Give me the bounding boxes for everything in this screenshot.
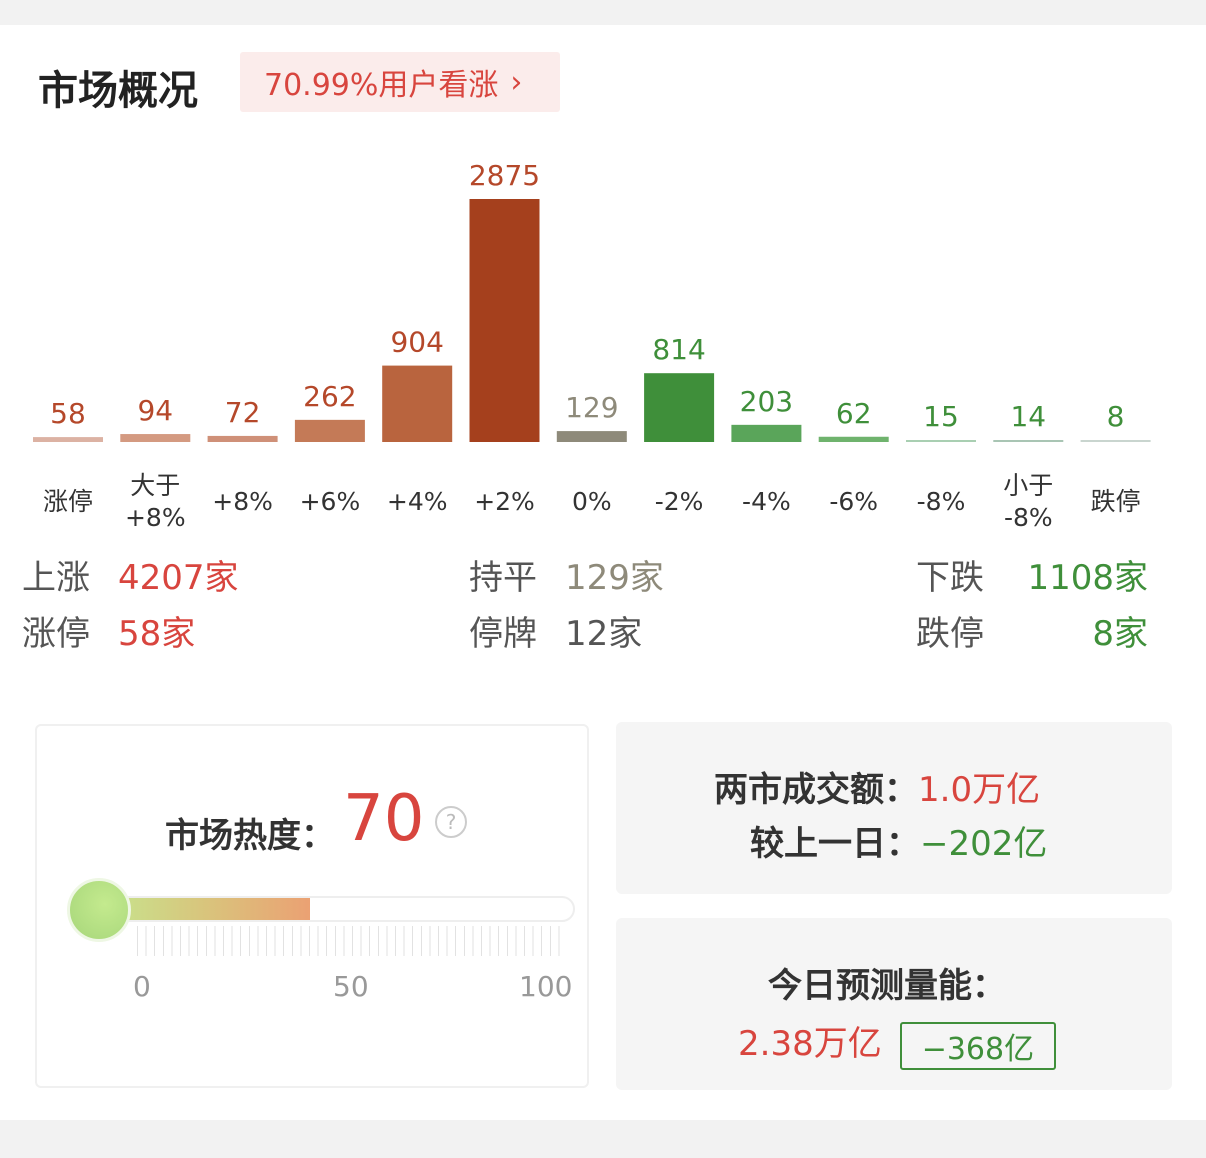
category-label: -8% bbox=[917, 487, 966, 516]
category-label: +2% bbox=[474, 487, 535, 516]
bar-3 bbox=[294, 419, 365, 442]
bar-value-label: 72 bbox=[225, 396, 261, 429]
bar-value-label: 814 bbox=[652, 333, 705, 366]
category-label: 涨停 bbox=[43, 487, 93, 516]
suspended-label: 停牌 bbox=[469, 614, 537, 654]
heat-label: 市场热度： bbox=[165, 816, 335, 856]
category-label: +4% bbox=[387, 487, 448, 516]
forecast-change-badge: −368亿 bbox=[899, 1021, 1057, 1070]
heat-gauge-track bbox=[101, 896, 575, 922]
bar-value-label: 14 bbox=[1010, 400, 1046, 433]
category-label: +8% bbox=[125, 503, 186, 532]
turnover-card: 两市成交额：1.0万亿 较上一日：−202亿 bbox=[616, 722, 1172, 894]
page-title: 市场概况 bbox=[38, 68, 198, 114]
bar-value-label: 904 bbox=[390, 326, 443, 359]
market-heat-card: 市场热度： 70 ? 0 50 100 bbox=[35, 724, 589, 1088]
bar-value-label: 129 bbox=[565, 391, 618, 424]
up-label: 上涨 bbox=[22, 558, 90, 598]
turnover-value: 1.0万亿 bbox=[918, 770, 1041, 810]
flat-stat: 持平 129家 bbox=[469, 550, 664, 599]
down-label: 下跌 bbox=[916, 558, 984, 598]
bar-2 bbox=[207, 435, 278, 442]
compare-value: −202亿 bbox=[920, 824, 1048, 864]
up-stat: 上涨 4207家 bbox=[22, 550, 239, 599]
forecast-card: 今日预测量能： 2.38万亿 −368亿 bbox=[616, 918, 1172, 1090]
bar-4 bbox=[382, 365, 453, 442]
category-label: -6% bbox=[829, 487, 878, 516]
suspended-value: 12家 bbox=[565, 614, 643, 654]
bar-7 bbox=[644, 373, 715, 442]
bar-0 bbox=[33, 437, 103, 442]
sentiment-badge[interactable]: 70.99%用户看涨 › bbox=[240, 52, 560, 112]
category-label: -4% bbox=[742, 487, 791, 516]
bottom-divider bbox=[0, 1120, 1206, 1158]
scale-min: 0 bbox=[133, 970, 151, 1003]
bar-value-label: 203 bbox=[740, 385, 793, 418]
bar-9 bbox=[818, 436, 889, 442]
forecast-row: 2.38万亿 −368亿 bbox=[738, 1016, 1057, 1070]
bar-value-label: 94 bbox=[137, 394, 173, 427]
limit-up-stat: 涨停 58家 bbox=[22, 606, 195, 655]
heat-value: 70 bbox=[343, 782, 425, 856]
sentiment-text: 70.99%用户看涨 bbox=[264, 68, 499, 103]
bar-5 bbox=[469, 199, 540, 442]
help-icon[interactable]: ? bbox=[435, 806, 467, 838]
category-label: -8% bbox=[1004, 503, 1053, 532]
down-value: 1108家 bbox=[1027, 558, 1148, 598]
scale-mid: 50 bbox=[333, 970, 369, 1003]
top-divider bbox=[0, 0, 1206, 25]
heat-gauge-fill bbox=[103, 898, 310, 920]
turnover-label: 两市成交额： bbox=[714, 770, 918, 810]
flat-value: 129家 bbox=[565, 558, 664, 598]
bar-value-label: 8 bbox=[1107, 400, 1125, 433]
gauge-ticks bbox=[137, 926, 567, 956]
chevron-right-icon: › bbox=[510, 64, 523, 100]
forecast-value: 2.38万亿 bbox=[738, 1024, 882, 1064]
limit-up-value: 58家 bbox=[118, 614, 196, 654]
scale-max: 100 bbox=[519, 970, 573, 1003]
limit-down-label: 跌停 bbox=[916, 614, 984, 654]
category-label: 小于 bbox=[1003, 471, 1053, 500]
bar-value-label: 58 bbox=[50, 397, 86, 430]
forecast-label: 今日预测量能： bbox=[768, 966, 1006, 1006]
bar-1 bbox=[120, 434, 191, 442]
category-label: 跌停 bbox=[1091, 487, 1141, 516]
category-label: -2% bbox=[655, 487, 704, 516]
limit-up-label: 涨停 bbox=[22, 614, 90, 654]
limit-down-value: 8家 bbox=[1092, 614, 1148, 654]
flat-label: 持平 bbox=[469, 558, 537, 598]
suspended-stat: 停牌 12家 bbox=[469, 606, 642, 655]
thermometer-bulb-icon bbox=[67, 878, 131, 942]
up-value: 4207家 bbox=[118, 558, 239, 598]
category-label: 0% bbox=[572, 487, 612, 516]
bar-6 bbox=[556, 431, 627, 442]
category-label: +6% bbox=[300, 487, 361, 516]
bar-8 bbox=[731, 424, 802, 442]
bar-value-label: 2875 bbox=[469, 159, 540, 192]
category-label: 大于 bbox=[130, 471, 180, 500]
bar-10 bbox=[906, 440, 976, 442]
category-label: +8% bbox=[212, 487, 273, 516]
compare-label: 较上一日： bbox=[750, 824, 920, 864]
turnover-compare-row: 较上一日：−202亿 bbox=[750, 816, 1047, 865]
bar-12 bbox=[1080, 440, 1151, 442]
bar-value-label: 62 bbox=[836, 397, 872, 430]
bar-11 bbox=[993, 440, 1064, 442]
turnover-row: 两市成交额：1.0万亿 bbox=[714, 762, 1040, 811]
distribution-chart: 58 涨停 94 大于 +8% 72 +8% 262 +6% 904 +4% 2875 +2% 129 0%… bbox=[33, 159, 1151, 532]
bar-value-label: 262 bbox=[303, 380, 356, 413]
bar-value-label: 15 bbox=[923, 400, 959, 433]
